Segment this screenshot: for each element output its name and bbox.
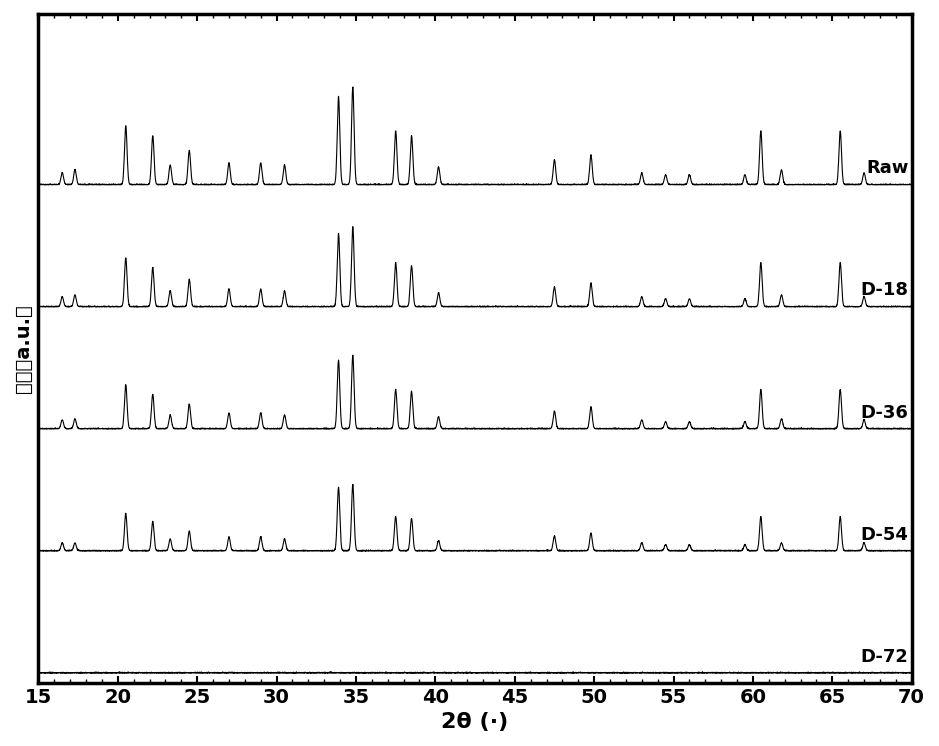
Text: D-72: D-72 — [861, 648, 909, 665]
Text: D-54: D-54 — [861, 526, 909, 544]
Text: D-18: D-18 — [860, 281, 909, 299]
X-axis label: 2θ (·): 2θ (·) — [441, 712, 509, 732]
Y-axis label: 强度（a.u.）: 强度（a.u.） — [14, 304, 33, 392]
Text: D-36: D-36 — [861, 404, 909, 421]
Text: Raw: Raw — [866, 160, 909, 178]
